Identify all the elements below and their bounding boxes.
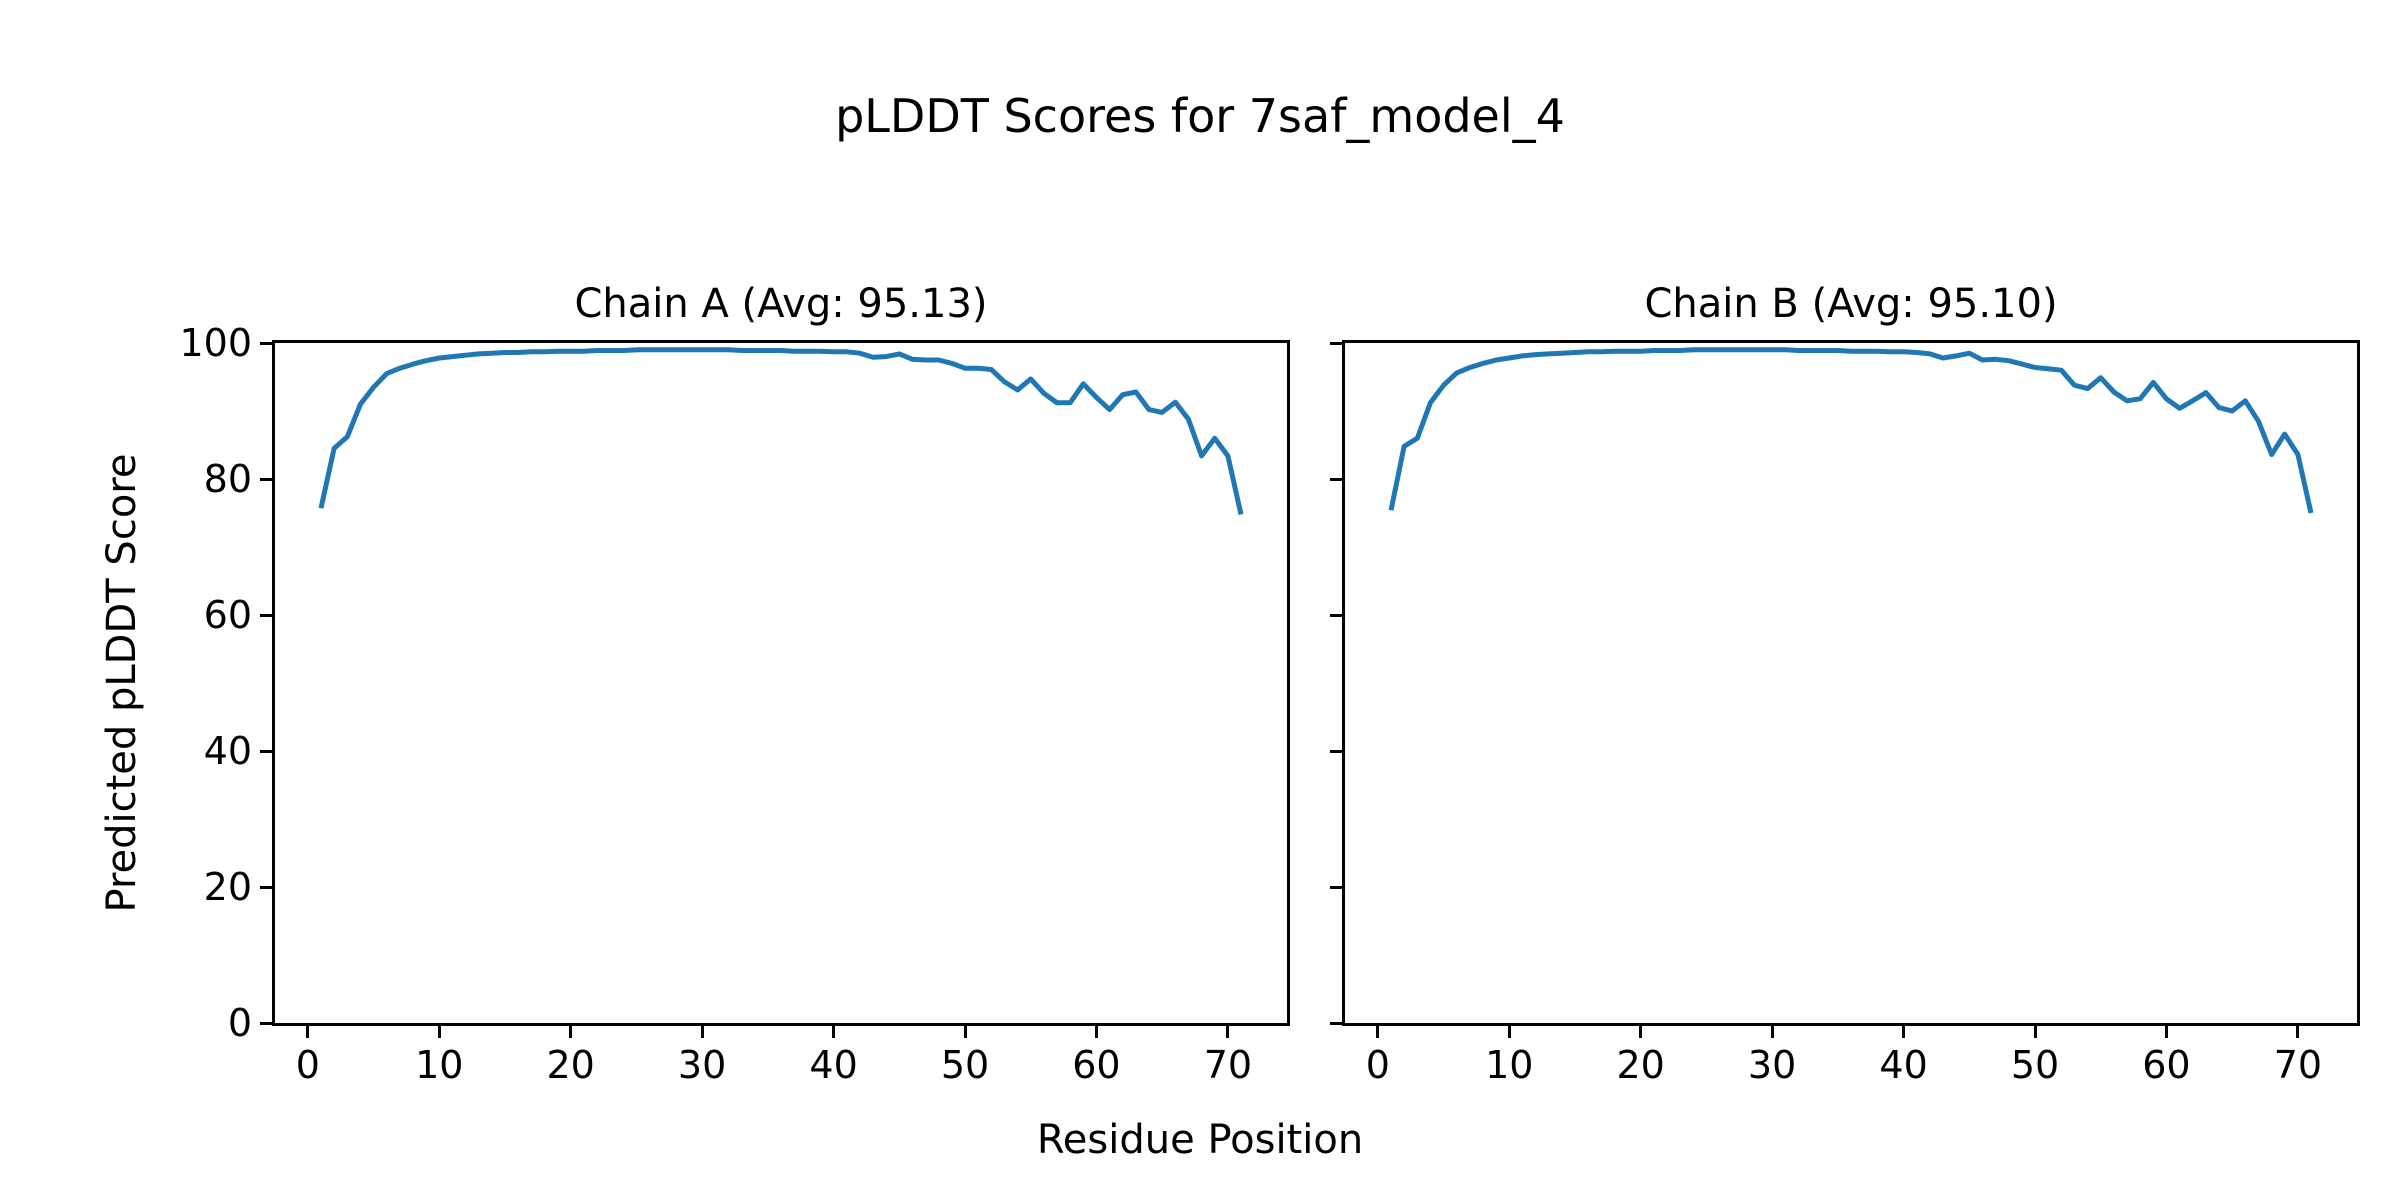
chain-b-x-tick (1902, 1026, 1906, 1038)
chain-a-x-tick-label: 60 (1072, 1043, 1121, 1087)
y-tick-label: 60 (203, 593, 252, 637)
chain-a-y-tick (260, 749, 272, 753)
chain-a-line-chart (318, 347, 1244, 515)
chain-b-y-tick (1330, 477, 1342, 481)
chain-b-x-tick-label: 0 (1365, 1043, 1390, 1087)
chain-a-x-tick-label: 40 (809, 1043, 858, 1087)
chain-a-y-tick (260, 1021, 272, 1025)
chain-a-x-tick (437, 1026, 441, 1038)
chain-a-y-tick (260, 477, 272, 481)
x-axis-label: Residue Position (1036, 1117, 1364, 1163)
chain-a-y-tick (260, 613, 272, 617)
chain-b-x-tick-label: 30 (1747, 1043, 1797, 1087)
chain-b-y-tick (1330, 749, 1342, 753)
chain-a-x-tick-label: 20 (546, 1043, 595, 1087)
chain-a-x-tick (306, 1026, 310, 1038)
chain-b-x-tick (1770, 1026, 1774, 1038)
chain-b-x-tick (2296, 1026, 2300, 1038)
y-tick-label: 40 (203, 729, 252, 773)
chain-b-y-tick (1330, 1021, 1342, 1025)
chain-b-plddt-line (1388, 347, 2314, 514)
chain-a-x-tick-label: 70 (1203, 1043, 1253, 1087)
chain-b-x-tick (1507, 1026, 1511, 1038)
chain-a-x-tick-label: 50 (940, 1043, 990, 1087)
y-tick-label: 100 (179, 321, 252, 365)
y-axis-label: Predicted pLDDT Score (99, 453, 145, 913)
chain-a-x-tick (569, 1026, 573, 1038)
chain-b-x-tick-label: 20 (1616, 1043, 1665, 1087)
chain-a-x-tick-label: 10 (415, 1043, 464, 1087)
chain-a-x-tick-label: 0 (295, 1043, 320, 1087)
chain-b-y-tick (1330, 613, 1342, 617)
chain-b-x-tick (1376, 1026, 1380, 1038)
chain-a-x-tick-label: 30 (677, 1043, 727, 1087)
chain-a-x-tick (700, 1026, 704, 1038)
chain-b-x-tick-label: 10 (1485, 1043, 1534, 1087)
chain-a-plddt-line (318, 347, 1244, 515)
chain-b-x-tick (2033, 1026, 2037, 1038)
chain-b-title: Chain B (Avg: 95.10) (1644, 281, 2058, 327)
chain-b-x-tick-label: 70 (2273, 1043, 2323, 1087)
chain-b-x-tick (2164, 1026, 2168, 1038)
y-tick-label: 0 (227, 1001, 252, 1045)
y-tick-label: 80 (203, 457, 252, 501)
chain-b-y-tick (1330, 341, 1342, 345)
chain-b-x-tick-label: 60 (2142, 1043, 2191, 1087)
chain-b-x-tick (1639, 1026, 1643, 1038)
y-tick-label: 20 (203, 865, 252, 909)
chain-a-x-tick (1094, 1026, 1098, 1038)
chain-a-y-tick (260, 885, 272, 889)
chain-a-axes: Chain A (Avg: 95.13) (272, 281, 1290, 1026)
chain-a-title: Chain A (Avg: 95.13) (574, 281, 988, 327)
chain-a-x-tick (832, 1026, 836, 1038)
chain-b-x-tick-label: 40 (1879, 1043, 1928, 1087)
chain-b-y-tick (1330, 885, 1342, 889)
chain-a-y-tick (260, 341, 272, 345)
chain-a-x-tick (1226, 1026, 1230, 1038)
chain-b-axes: Chain B (Avg: 95.10) (1342, 281, 2360, 1026)
figure-title: pLDDT Scores for 7saf_model_4 (835, 89, 1565, 143)
chain-a-x-tick (963, 1026, 967, 1038)
chain-b-x-tick-label: 50 (2010, 1043, 2060, 1087)
chain-b-line-chart (1388, 347, 2314, 514)
